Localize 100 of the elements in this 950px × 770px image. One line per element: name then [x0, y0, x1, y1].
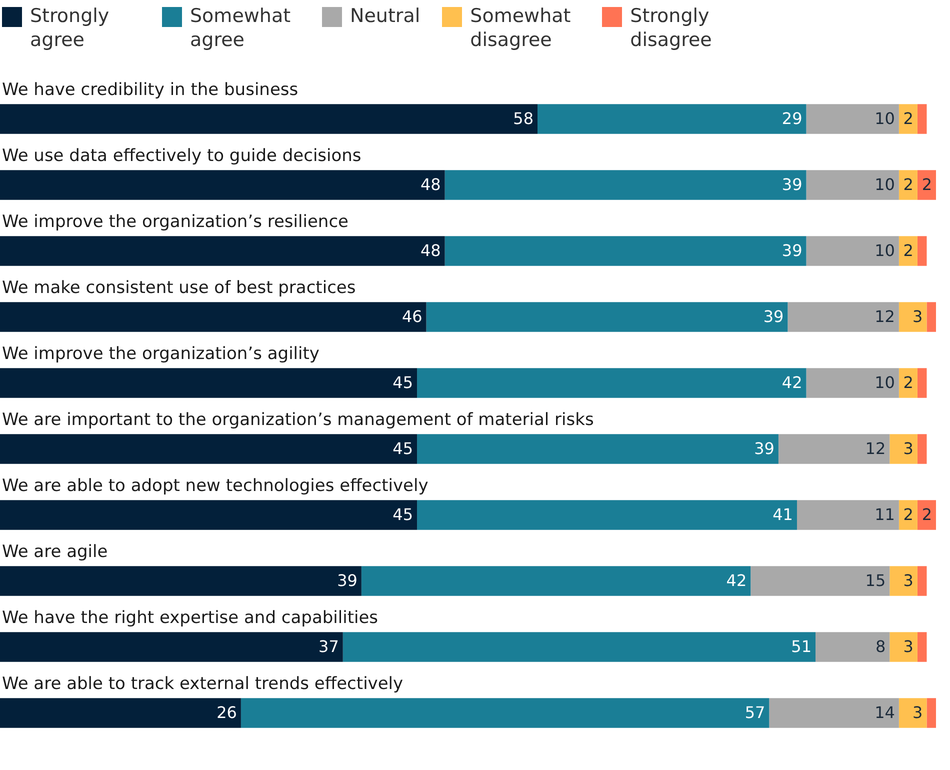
bar — [769, 698, 899, 728]
data-label: 2 — [903, 373, 914, 392]
bar — [0, 236, 445, 266]
data-label: 10 — [874, 373, 895, 392]
data-label: 3 — [903, 637, 914, 656]
data-label: 42 — [782, 373, 802, 392]
bar — [917, 170, 936, 200]
data-label: 10 — [874, 241, 895, 260]
y-tick-label: We have credibility in the business — [2, 80, 298, 100]
bar — [898, 500, 918, 530]
bar — [417, 434, 778, 464]
y-tick-label: We are important to the organization’s management of material risks — [2, 410, 594, 430]
data-label: 48 — [420, 175, 441, 194]
data-label: 2 — [903, 241, 914, 260]
legend-label: Somewhat disagree — [470, 4, 572, 52]
bar — [0, 302, 426, 332]
bar — [778, 434, 890, 464]
bar — [898, 302, 927, 332]
data-label: 11 — [874, 505, 895, 524]
data-label: 39 — [754, 439, 774, 458]
data-label: 10 — [874, 109, 895, 128]
y-tick-label: We improve the organization’s resilience — [2, 212, 348, 232]
legend-label: Strongly agree — [30, 4, 110, 52]
data-label: 3 — [903, 571, 914, 590]
y-tick-label: We have the right expertise and capabilities — [2, 608, 378, 628]
data-label: 3 — [912, 703, 923, 722]
data-label: 10 — [874, 175, 895, 194]
data-label: 2 — [922, 505, 932, 524]
data-label: 39 — [763, 307, 784, 326]
data-label: 14 — [874, 703, 895, 722]
bar — [538, 104, 806, 134]
bar — [0, 566, 362, 596]
data-label: 41 — [772, 505, 793, 524]
bar — [816, 632, 890, 662]
data-label: 12 — [865, 439, 886, 458]
data-label: 45 — [392, 439, 414, 458]
legend-label: Somewhat agree — [190, 4, 292, 52]
y-tick-label: We are able to adopt new technologies effectively — [2, 476, 428, 496]
bar — [926, 698, 936, 728]
bar — [917, 500, 936, 530]
data-label: 29 — [782, 109, 802, 128]
data-label: 26 — [216, 703, 237, 722]
bar — [796, 500, 899, 530]
bar — [898, 236, 918, 266]
data-label: 8 — [875, 637, 886, 656]
bar — [806, 104, 899, 134]
bar — [917, 566, 927, 596]
bar — [0, 368, 418, 398]
bar — [0, 632, 343, 662]
bar — [426, 302, 788, 332]
data-label: 37 — [318, 637, 339, 656]
y-tick-label: We are able to track external trends effectively — [2, 674, 404, 694]
bar — [417, 500, 797, 530]
bar — [342, 632, 816, 662]
bar — [917, 632, 927, 662]
data-label: 45 — [392, 373, 414, 392]
bar — [788, 302, 899, 332]
y-tick-label: We improve the organization’s agility — [2, 344, 320, 364]
bar — [917, 368, 927, 398]
bar — [890, 566, 918, 596]
bar — [0, 500, 418, 530]
y-tick-label: We use data effectively to guide decisions — [2, 146, 362, 166]
bar — [806, 368, 899, 398]
data-label: 3 — [903, 439, 914, 458]
bar — [806, 170, 899, 200]
bar — [0, 104, 538, 134]
data-label: 3 — [912, 307, 923, 326]
bar — [898, 368, 918, 398]
data-label: 39 — [337, 571, 358, 590]
data-label: 15 — [865, 571, 886, 590]
bar — [898, 170, 918, 200]
bar — [240, 698, 770, 728]
data-label: 45 — [392, 505, 414, 524]
data-label: 12 — [874, 307, 895, 326]
bar — [444, 170, 806, 200]
bar — [917, 434, 927, 464]
bar — [926, 302, 936, 332]
data-label: 51 — [791, 637, 812, 656]
data-label: 46 — [402, 307, 422, 326]
data-label: 2 — [903, 109, 914, 128]
bar — [806, 236, 899, 266]
bar — [917, 236, 927, 266]
data-label: 42 — [726, 571, 747, 590]
bar — [898, 104, 918, 134]
data-label: 39 — [782, 175, 802, 194]
bar — [890, 434, 918, 464]
bar — [917, 104, 927, 134]
data-label: 58 — [513, 109, 534, 128]
bar — [0, 698, 241, 728]
bar — [890, 632, 918, 662]
data-label: 57 — [744, 703, 766, 722]
bar — [0, 434, 418, 464]
y-tick-label: We are agile — [2, 542, 108, 562]
bar — [417, 368, 806, 398]
bar — [750, 566, 890, 596]
y-tick-label: We make consistent use of best practices — [2, 278, 356, 298]
legend-label: Strongly disagree — [630, 4, 713, 52]
legend-label: Neutral — [350, 4, 420, 28]
bar — [361, 566, 751, 596]
data-label: 48 — [420, 241, 441, 260]
